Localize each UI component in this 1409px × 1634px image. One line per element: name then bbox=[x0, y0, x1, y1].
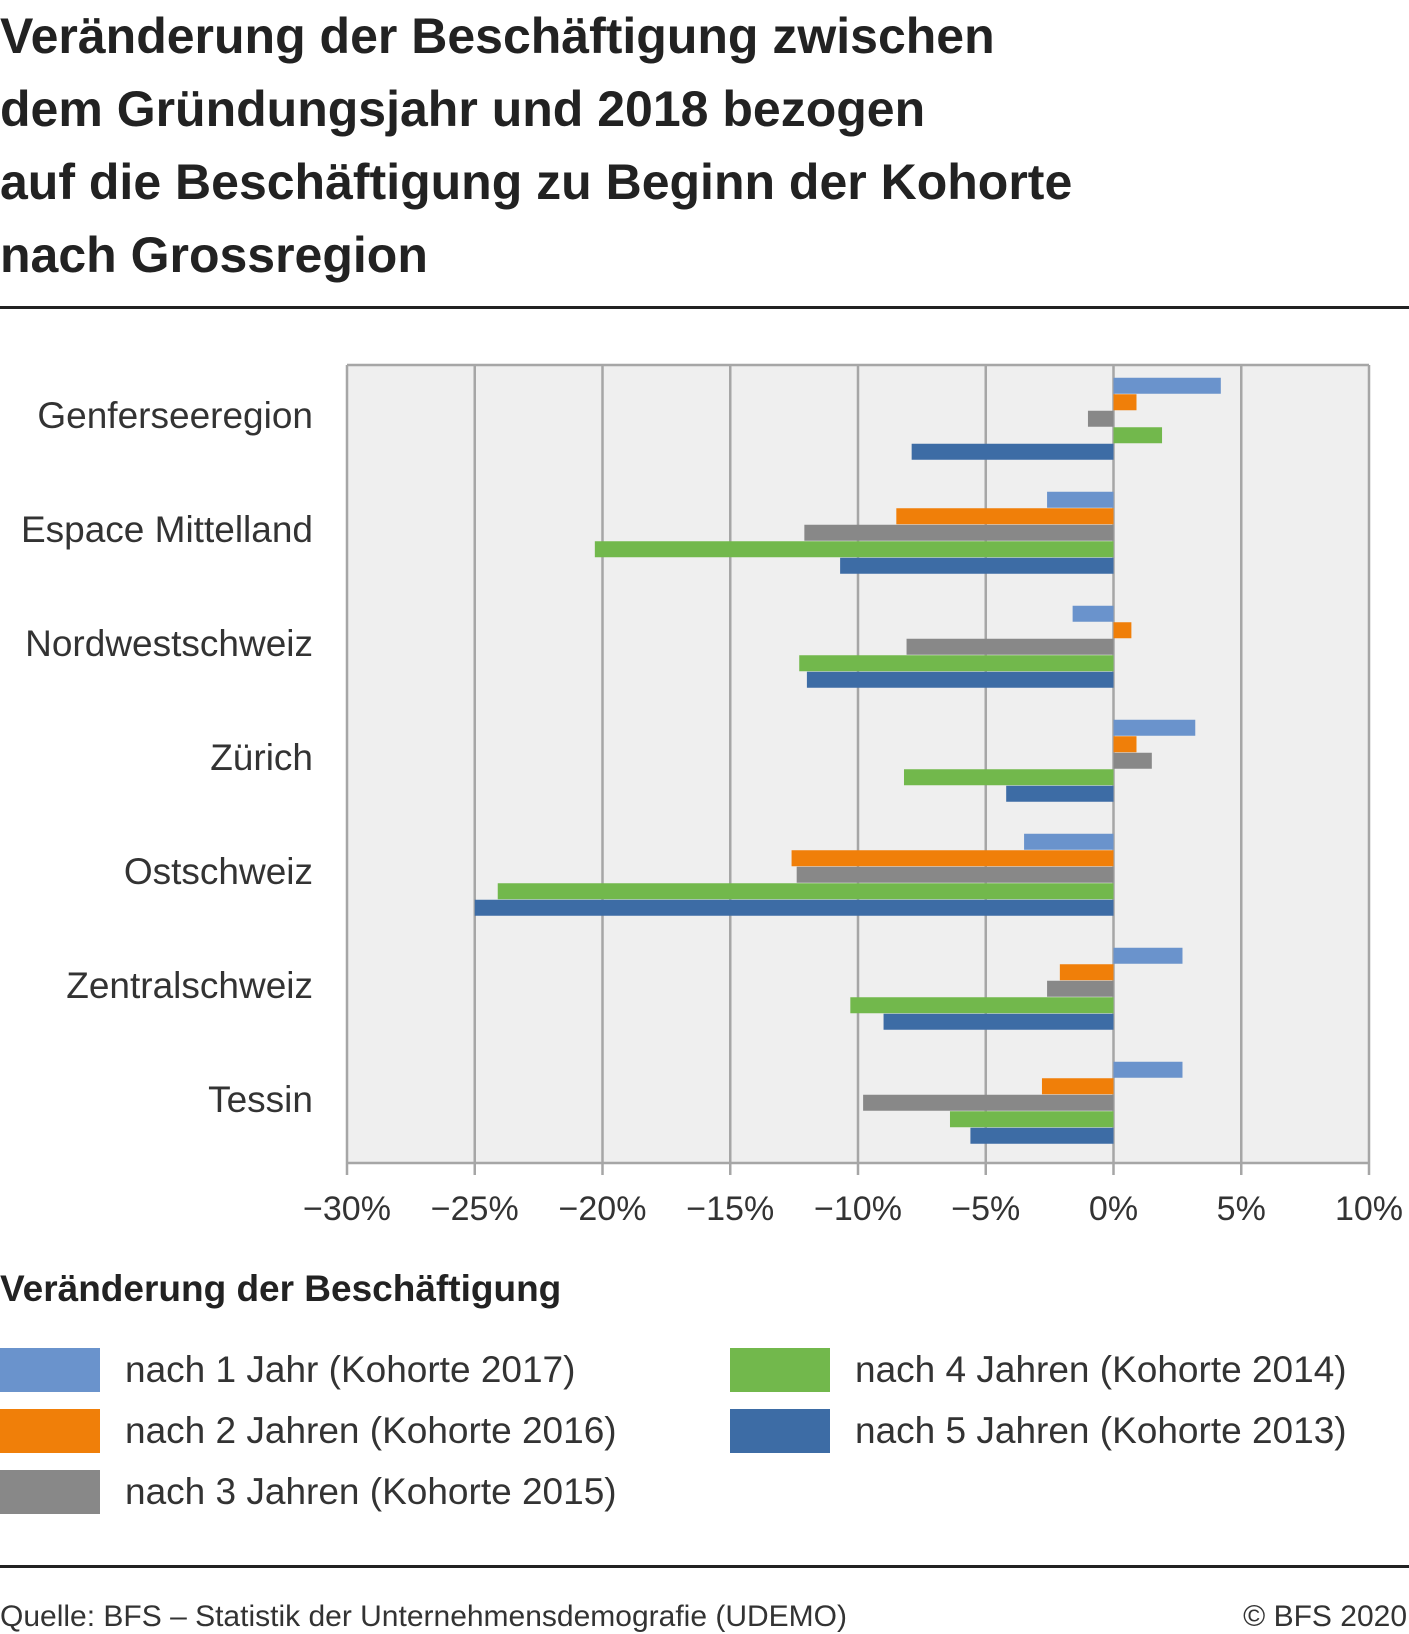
legend-swatch bbox=[0, 1470, 100, 1514]
chart-title-line: auf die Beschäftigung zu Beginn der Koho… bbox=[0, 154, 1073, 210]
x-tick-label: −30% bbox=[303, 1190, 391, 1228]
bar-chart: −30% −25% −20% −15% −10% −5% 0% 5% 10% Genferseer… bbox=[21, 363, 1403, 1228]
x-tick-label: −15% bbox=[686, 1190, 774, 1228]
legend-swatch bbox=[0, 1409, 100, 1453]
y-category-label: Zürich bbox=[210, 737, 313, 778]
bar bbox=[594, 541, 1114, 558]
footer-divider bbox=[0, 1565, 1409, 1568]
legend-title: Veränderung der Beschäftigung bbox=[0, 1268, 562, 1309]
bar bbox=[1113, 622, 1132, 639]
legend-swatch bbox=[730, 1348, 830, 1392]
bar bbox=[949, 1111, 1114, 1128]
bar bbox=[1072, 605, 1114, 622]
x-tick-label: −25% bbox=[431, 1190, 519, 1228]
chart-title-line: dem Gründungsjahr und 2018 bezogen bbox=[0, 81, 926, 137]
bar bbox=[903, 769, 1114, 786]
y-category-label: Nordwestschweiz bbox=[25, 623, 313, 664]
bar bbox=[1047, 491, 1114, 508]
y-category-label: Genferseeregion bbox=[37, 395, 313, 436]
bar bbox=[911, 443, 1114, 460]
legend-swatch bbox=[0, 1348, 100, 1392]
copyright-note: © BFS 2020 bbox=[1243, 1600, 1407, 1633]
legend-label: nach 1 Jahr (Kohorte 2017) bbox=[125, 1349, 576, 1390]
bar bbox=[791, 850, 1114, 867]
x-tick-label: −10% bbox=[814, 1190, 902, 1228]
source-note: Quelle: BFS – Statistik der Unternehmens… bbox=[0, 1600, 847, 1633]
bar bbox=[1113, 947, 1183, 964]
bar bbox=[1113, 1061, 1183, 1078]
y-category-label: Zentralschweiz bbox=[66, 965, 313, 1006]
bar bbox=[799, 655, 1114, 672]
chart-title-line: Veränderung der Beschäftigung zwischen bbox=[0, 8, 995, 64]
x-tick-label: 5% bbox=[1217, 1190, 1266, 1228]
bar bbox=[850, 997, 1114, 1014]
x-tick-label: 10% bbox=[1335, 1190, 1403, 1228]
bar bbox=[896, 508, 1114, 525]
bar bbox=[1041, 1078, 1114, 1095]
bar bbox=[497, 883, 1114, 900]
chart-title-line: nach Grossregion bbox=[0, 227, 428, 283]
bar bbox=[906, 638, 1114, 655]
bar bbox=[1006, 785, 1114, 802]
x-tick-label: 0% bbox=[1089, 1190, 1138, 1228]
bar bbox=[1024, 833, 1114, 850]
bar bbox=[863, 1094, 1114, 1111]
legend-label: nach 4 Jahren (Kohorte 2014) bbox=[855, 1349, 1347, 1390]
bar bbox=[1113, 394, 1137, 411]
bar bbox=[1047, 980, 1114, 997]
bar bbox=[1113, 719, 1196, 736]
title-divider bbox=[0, 306, 1409, 309]
legend-label: nach 5 Jahren (Kohorte 2013) bbox=[855, 1410, 1347, 1451]
bar bbox=[840, 557, 1114, 574]
bar bbox=[970, 1127, 1114, 1144]
y-category-label: Espace Mittelland bbox=[21, 509, 313, 550]
bar bbox=[1113, 752, 1152, 769]
legend-swatch bbox=[730, 1409, 830, 1453]
bar bbox=[1113, 427, 1163, 444]
y-category-label: Tessin bbox=[208, 1079, 313, 1120]
bar bbox=[1087, 410, 1114, 427]
bar bbox=[796, 866, 1114, 883]
bar bbox=[474, 899, 1114, 916]
chart-title: Veränderung der Beschäftigung zwischen d… bbox=[0, 0, 1400, 292]
bar bbox=[1059, 964, 1114, 981]
legend-label: nach 2 Jahren (Kohorte 2016) bbox=[125, 1410, 617, 1451]
x-tick-label: −20% bbox=[559, 1190, 647, 1228]
bar bbox=[1113, 736, 1137, 753]
bar bbox=[804, 524, 1114, 541]
bar bbox=[1113, 377, 1221, 394]
legend-label: nach 3 Jahren (Kohorte 2015) bbox=[125, 1471, 617, 1512]
y-category-label: Ostschweiz bbox=[124, 851, 313, 892]
x-tick-label: −5% bbox=[951, 1190, 1020, 1228]
bar bbox=[883, 1013, 1114, 1030]
bar bbox=[806, 671, 1114, 688]
